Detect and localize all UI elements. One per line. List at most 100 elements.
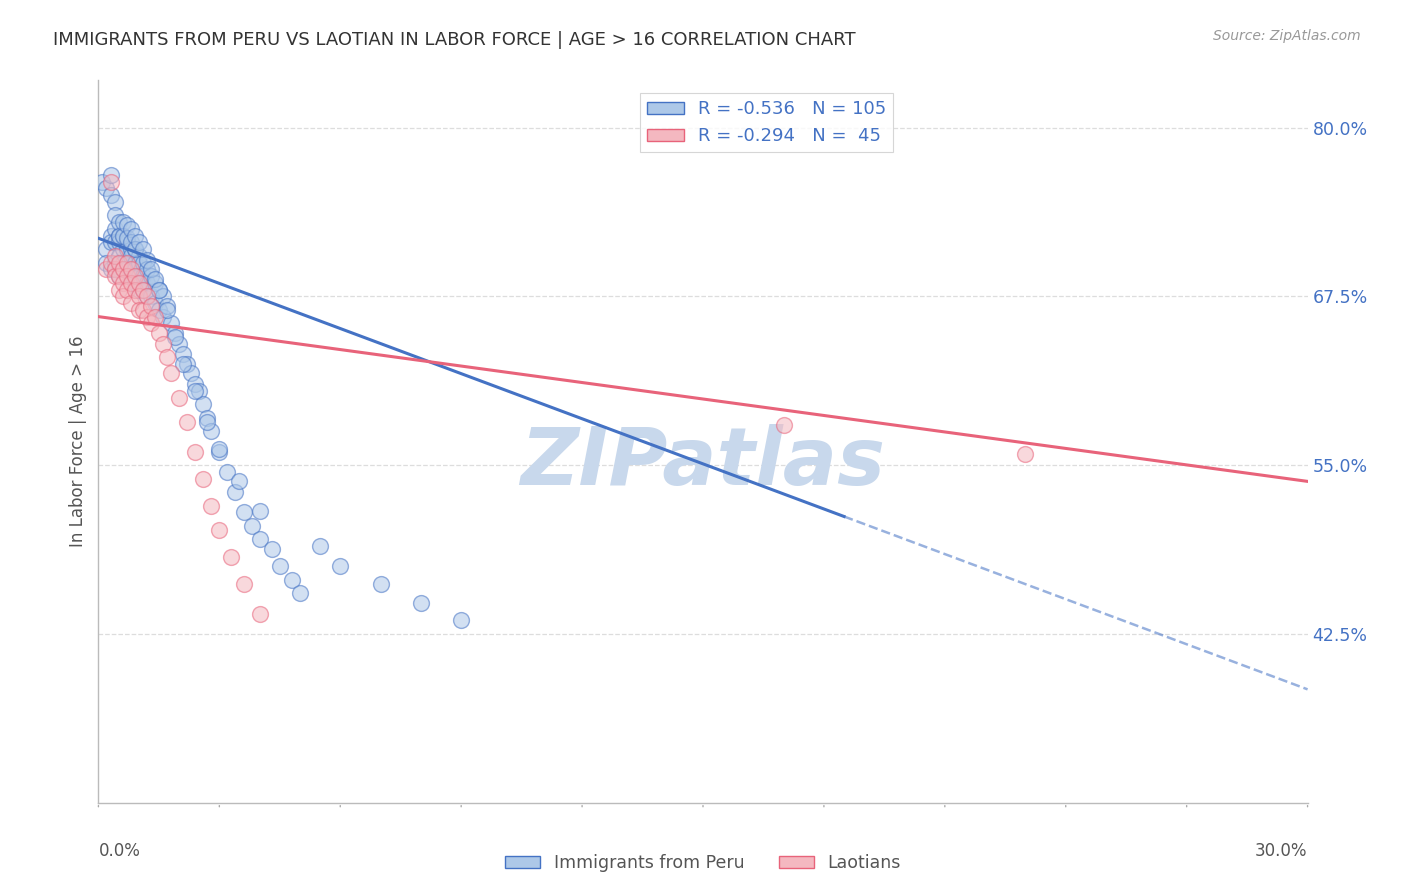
Point bbox=[143, 296, 166, 310]
Point bbox=[188, 384, 211, 398]
Point bbox=[163, 326, 186, 340]
Point bbox=[772, 417, 794, 432]
Point bbox=[107, 228, 129, 243]
Point bbox=[172, 347, 194, 361]
Text: ZIPatlas: ZIPatlas bbox=[520, 425, 886, 502]
Point bbox=[135, 310, 157, 324]
Point bbox=[167, 336, 190, 351]
Point bbox=[111, 228, 134, 243]
Point bbox=[156, 299, 179, 313]
Point bbox=[132, 269, 155, 284]
Point bbox=[156, 350, 179, 364]
Point bbox=[128, 255, 150, 269]
Point bbox=[128, 235, 150, 250]
Point bbox=[100, 255, 122, 269]
Point bbox=[135, 252, 157, 267]
Point bbox=[139, 299, 162, 313]
Point bbox=[107, 283, 129, 297]
Point bbox=[107, 262, 129, 277]
Point bbox=[115, 242, 138, 256]
Point bbox=[193, 397, 215, 411]
Point bbox=[128, 249, 150, 263]
Point bbox=[221, 549, 243, 564]
Point bbox=[260, 541, 283, 556]
Point bbox=[96, 255, 118, 269]
Point bbox=[124, 228, 146, 243]
Point bbox=[124, 255, 146, 269]
Point bbox=[208, 444, 231, 458]
Point bbox=[103, 269, 125, 284]
Point bbox=[184, 384, 207, 398]
Point bbox=[128, 283, 150, 297]
Point bbox=[107, 235, 129, 250]
Point bbox=[132, 242, 155, 256]
Point bbox=[143, 310, 166, 324]
Point bbox=[135, 289, 157, 303]
Point bbox=[152, 310, 174, 324]
Point bbox=[103, 262, 125, 277]
Point bbox=[103, 235, 125, 250]
Point bbox=[96, 242, 118, 256]
Point bbox=[176, 415, 198, 429]
Point bbox=[160, 317, 183, 331]
Point bbox=[409, 596, 432, 610]
Point bbox=[115, 255, 138, 269]
Point bbox=[120, 262, 142, 277]
Point bbox=[135, 276, 157, 290]
Point bbox=[107, 228, 129, 243]
Text: Source: ZipAtlas.com: Source: ZipAtlas.com bbox=[1213, 29, 1361, 43]
Point bbox=[100, 228, 122, 243]
Point bbox=[115, 269, 138, 284]
Text: 0.0%: 0.0% bbox=[98, 842, 141, 860]
Point bbox=[240, 519, 263, 533]
Point bbox=[167, 391, 190, 405]
Point bbox=[107, 215, 129, 229]
Point bbox=[115, 235, 138, 250]
Point bbox=[128, 276, 150, 290]
Point bbox=[329, 559, 352, 574]
Point bbox=[139, 269, 162, 284]
Point bbox=[103, 208, 125, 222]
Point bbox=[132, 283, 155, 297]
Point bbox=[208, 523, 231, 537]
Point bbox=[100, 188, 122, 202]
Point bbox=[163, 330, 186, 344]
Point bbox=[156, 302, 179, 317]
Point bbox=[180, 367, 202, 381]
Point bbox=[143, 276, 166, 290]
Legend: Immigrants from Peru, Laotians: Immigrants from Peru, Laotians bbox=[498, 847, 908, 879]
Point bbox=[124, 276, 146, 290]
Point bbox=[269, 559, 291, 574]
Point bbox=[200, 425, 222, 439]
Point bbox=[249, 533, 271, 547]
Point bbox=[120, 249, 142, 263]
Point bbox=[103, 222, 125, 236]
Point bbox=[120, 276, 142, 290]
Point bbox=[450, 614, 472, 628]
Point bbox=[124, 269, 146, 284]
Point bbox=[152, 289, 174, 303]
Point bbox=[132, 255, 155, 269]
Point bbox=[111, 255, 134, 269]
Point bbox=[91, 175, 114, 189]
Point bbox=[148, 326, 170, 340]
Point bbox=[120, 242, 142, 256]
Point bbox=[107, 269, 129, 284]
Point bbox=[115, 231, 138, 245]
Point bbox=[115, 255, 138, 269]
Point bbox=[232, 577, 254, 591]
Point bbox=[208, 442, 231, 456]
Point bbox=[124, 262, 146, 277]
Point bbox=[217, 465, 239, 479]
Legend: R = -0.536   N = 105, R = -0.294   N =  45: R = -0.536 N = 105, R = -0.294 N = 45 bbox=[640, 93, 893, 153]
Point bbox=[148, 302, 170, 317]
Point bbox=[115, 262, 138, 277]
Text: 30.0%: 30.0% bbox=[1256, 842, 1308, 860]
Point bbox=[111, 262, 134, 277]
Point bbox=[184, 444, 207, 458]
Point bbox=[111, 262, 134, 277]
Point bbox=[195, 411, 218, 425]
Point bbox=[124, 283, 146, 297]
Point bbox=[124, 242, 146, 256]
Point bbox=[148, 283, 170, 297]
